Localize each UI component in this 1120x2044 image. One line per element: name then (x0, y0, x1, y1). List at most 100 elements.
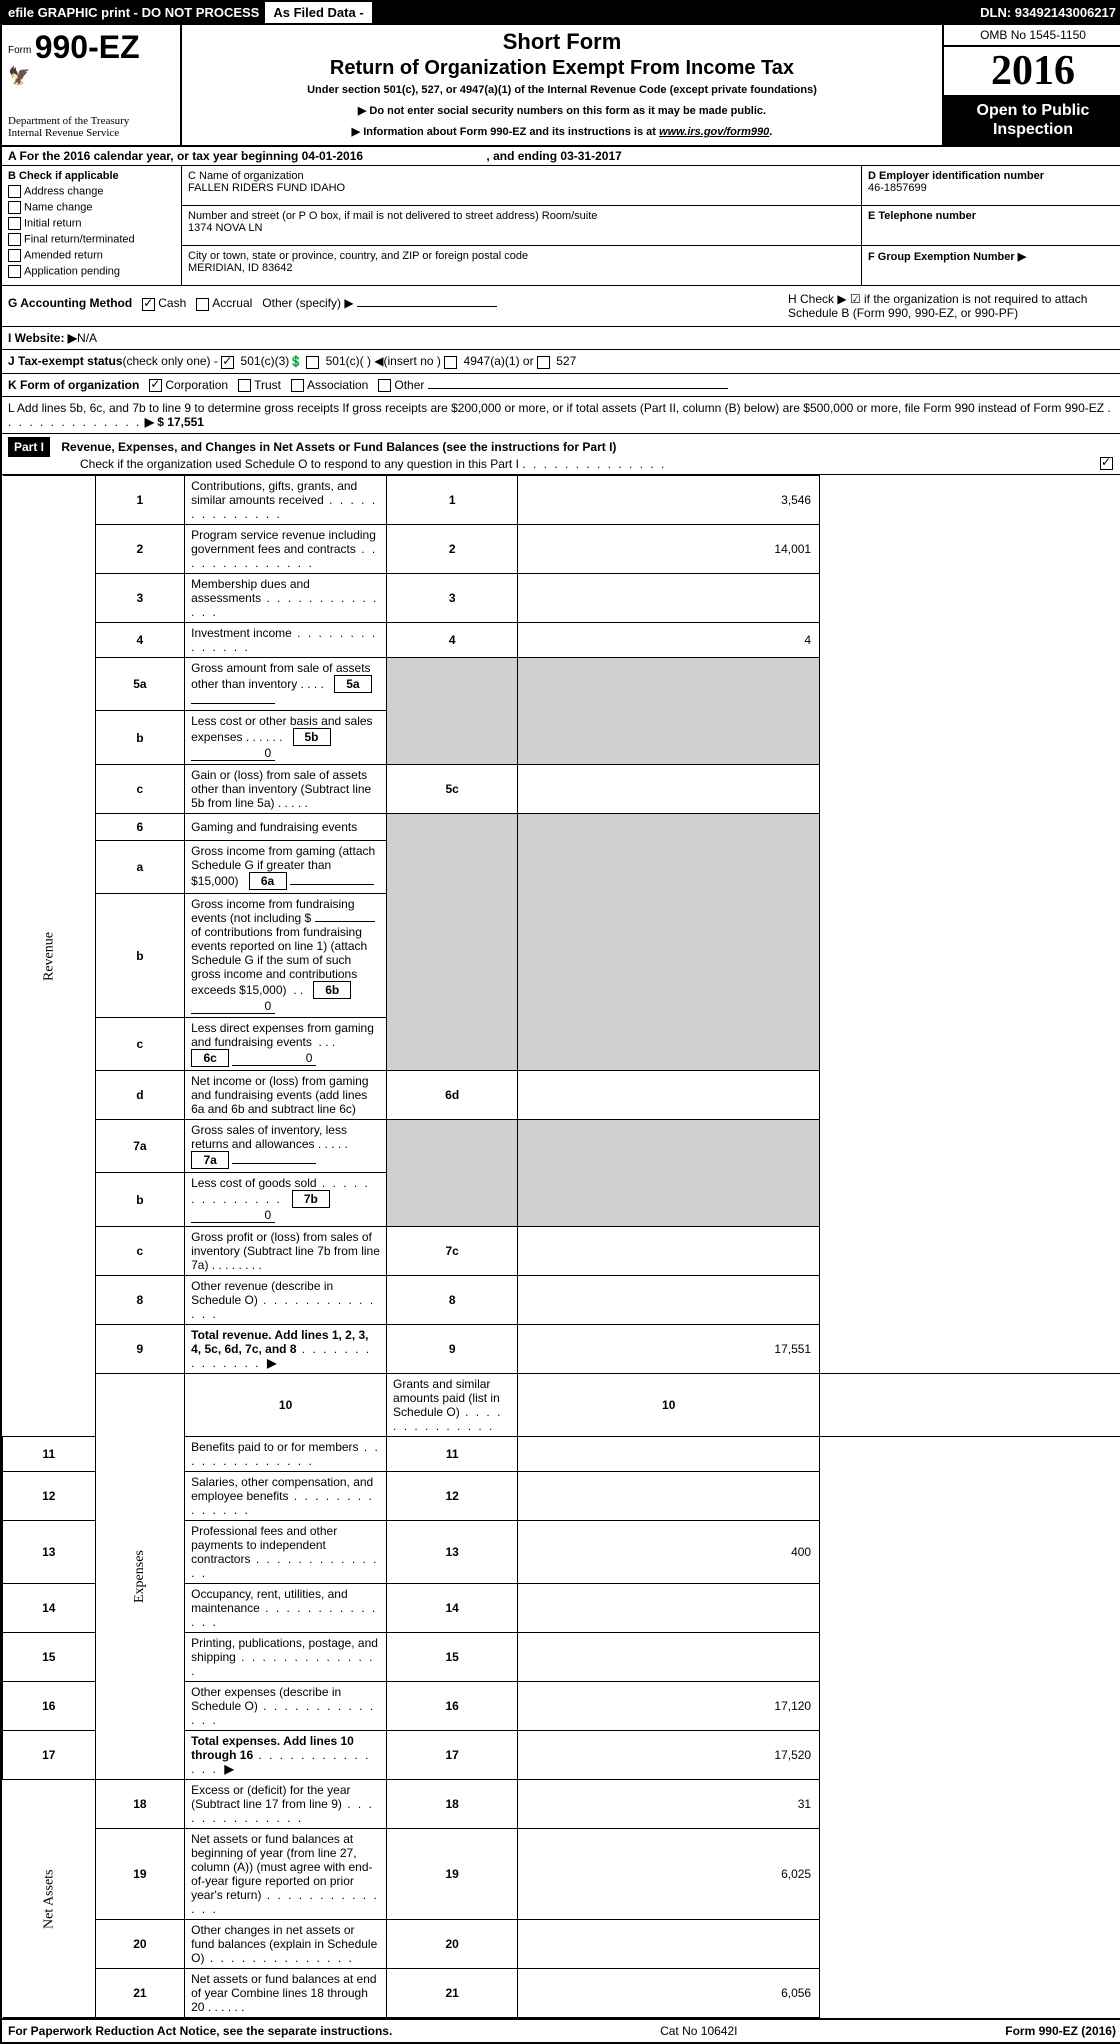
dln-number: DLN: 93492143006217 (974, 2, 1120, 23)
checkbox-cash[interactable] (142, 298, 155, 311)
tax-year: 2016 (944, 47, 1120, 95)
line-7b-subamt: 0 (191, 1208, 275, 1223)
line-7a-subamt (232, 1163, 316, 1164)
line-8-amount (518, 1276, 820, 1325)
line-6c-subamt: 0 (232, 1051, 316, 1066)
line-21-amount: 6,056 (518, 1969, 820, 2018)
form-number: 990-EZ (35, 29, 140, 65)
efile-top-bar: efile GRAPHIC print - DO NOT PROCESS As … (2, 2, 1120, 25)
line-19-amount: 6,025 (518, 1829, 820, 1920)
part-I-check-text: Check if the organization used Schedule … (80, 457, 519, 471)
line-16-amount: 17,120 (518, 1682, 820, 1731)
part-I-label: Part I (8, 437, 50, 457)
org-name: FALLEN RIDERS FUND IDAHO (188, 182, 855, 194)
label-street: Number and street (or P O box, if mail i… (188, 210, 855, 222)
checkbox-amended[interactable] (8, 249, 21, 262)
line-3-amount (518, 574, 820, 623)
footer-cat-no: Cat No 10642I (660, 2024, 737, 2038)
part-I-header-row: Part I Revenue, Expenses, and Changes in… (2, 434, 1120, 475)
checkbox-trust[interactable] (238, 379, 251, 392)
part-I-table: Revenue 1 Contributions, gifts, grants, … (2, 475, 1120, 2018)
checkbox-527[interactable] (537, 356, 550, 369)
checkbox-initial-return[interactable] (8, 217, 21, 230)
side-label-expenses: Expenses (95, 1374, 185, 1780)
line-15-amount (518, 1633, 820, 1682)
checkbox-accrual[interactable] (196, 298, 209, 311)
side-label-net-assets: Net Assets (3, 1780, 96, 2018)
row-A-tax-year: A For the 2016 calendar year, or tax yea… (2, 147, 1120, 166)
label-phone: E Telephone number (868, 210, 976, 222)
line-6b-subamt: 0 (191, 999, 275, 1014)
eagle-icon: 🦅 (8, 66, 174, 87)
row-I-website: I Website: ▶N/A (2, 327, 1120, 350)
line-2-amount: 14,001 (518, 525, 820, 574)
section-DEF: D Employer identification number 46-1857… (862, 166, 1120, 285)
part-I-title: Revenue, Expenses, and Changes in Net As… (61, 440, 616, 454)
line-5a-subamt (191, 703, 275, 704)
line-10-amount (820, 1374, 1120, 1437)
section-H-schedule-b: H Check ▶ ☑ if the organization is not r… (782, 286, 1120, 326)
label-group-exemption: F Group Exemption Number ▶ (868, 251, 1026, 263)
label-city: City or town, state or province, country… (188, 250, 855, 262)
form-header: Form 990-EZ 🦅 Department of the Treasury… (2, 25, 1120, 147)
form-page: efile GRAPHIC print - DO NOT PROCESS As … (0, 0, 1120, 2044)
under-section-text: Under section 501(c), 527, or 4947(a)(1)… (192, 84, 932, 96)
line-6a-subamt (290, 884, 374, 885)
form-number-box: Form 990-EZ 🦅 Department of the Treasury… (2, 25, 182, 145)
row-GH: G Accounting Method Cash Accrual Other (… (2, 286, 1120, 327)
line-6d-amount (518, 1071, 820, 1120)
checkbox-address-change[interactable] (8, 185, 21, 198)
line-5c-amount (518, 765, 820, 814)
checkbox-name-change[interactable] (8, 201, 21, 214)
checkbox-501c3[interactable] (221, 356, 234, 369)
line-13-amount: 400 (518, 1521, 820, 1584)
checkbox-application-pending[interactable] (8, 265, 21, 278)
checkbox-final-return[interactable] (8, 233, 21, 246)
short-form-title: Short Form (192, 29, 932, 55)
irs-label: Internal Revenue Service (8, 127, 174, 139)
label-ein: D Employer identification number (868, 170, 1044, 182)
line-9-amount: 17,551 (518, 1325, 820, 1374)
year-box: OMB No 1545-1150 2016 Open to Public Ins… (942, 25, 1120, 145)
side-label-revenue: Revenue (3, 476, 96, 1437)
efile-left: efile GRAPHIC print - DO NOT PROCESS (2, 2, 265, 23)
line-5b-subamt: 0 (191, 746, 275, 761)
line-17-amount: 17,520 (518, 1731, 820, 1780)
row-J-tax-exempt: J Tax-exempt status(check only one) - 50… (2, 350, 1120, 373)
ssn-warning: ▶ Do not enter social security numbers o… (192, 104, 932, 117)
page-footer: For Paperwork Reduction Act Notice, see … (2, 2018, 1120, 2042)
checkbox-schedule-o[interactable] (1100, 457, 1113, 470)
as-filed-label: As Filed Data - (265, 2, 371, 23)
org-street: 1374 NOVA LN (188, 222, 855, 234)
ein-value: 46-1857699 (868, 182, 1116, 194)
section-BCD: B Check if applicable Address change Nam… (2, 166, 1120, 286)
line-1-amount: 3,546 (518, 476, 820, 525)
money-icon: 💲 (289, 355, 303, 368)
accounting-method: G Accounting Method Cash Accrual Other (… (2, 286, 782, 326)
checkbox-association[interactable] (291, 379, 304, 392)
line-11-amount (518, 1437, 820, 1472)
form-prefix: Form (8, 45, 31, 56)
open-public-badge: Open to Public Inspection (944, 95, 1120, 145)
topbar-spacer (372, 2, 974, 23)
line-18-amount: 31 (518, 1780, 820, 1829)
line-7c-amount (518, 1227, 820, 1276)
irs-link[interactable]: www.irs.gov/form990 (659, 126, 769, 138)
row-K-form-org: K Form of organization Corporation Trust… (2, 374, 1120, 397)
row-L-gross-receipts: L Add lines 5b, 6c, and 7b to line 9 to … (2, 397, 1120, 434)
footer-left: For Paperwork Reduction Act Notice, see … (8, 2024, 392, 2038)
line-20-amount (518, 1920, 820, 1969)
org-city: MERIDIAN, ID 83642 (188, 262, 855, 274)
footer-form-ref: Form 990-EZ (2016) (1005, 2024, 1116, 2038)
section-C-org-info: C Name of organization FALLEN RIDERS FUN… (182, 166, 862, 285)
checkbox-4947[interactable] (444, 356, 457, 369)
line-4-amount: 4 (518, 623, 820, 658)
checkbox-corporation[interactable] (149, 379, 162, 392)
omb-number: OMB No 1545-1150 (944, 25, 1120, 47)
title-box: Short Form Return of Organization Exempt… (182, 25, 942, 145)
line-12-amount (518, 1472, 820, 1521)
checkbox-other-org[interactable] (378, 379, 391, 392)
line-14-amount (518, 1584, 820, 1633)
section-B-checkboxes: B Check if applicable Address change Nam… (2, 166, 182, 285)
checkbox-501c[interactable] (306, 356, 319, 369)
